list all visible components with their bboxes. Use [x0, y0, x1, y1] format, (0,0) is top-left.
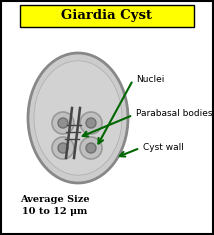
- Circle shape: [86, 143, 96, 153]
- Circle shape: [52, 137, 74, 159]
- Text: Nuclei: Nuclei: [136, 74, 164, 83]
- Text: Parabasal bodies: Parabasal bodies: [136, 110, 213, 118]
- Circle shape: [58, 143, 68, 153]
- Circle shape: [58, 118, 68, 128]
- Ellipse shape: [34, 61, 122, 175]
- Ellipse shape: [28, 53, 128, 183]
- Text: Average Size: Average Size: [20, 196, 90, 204]
- FancyBboxPatch shape: [20, 5, 194, 27]
- Text: Cyst wall: Cyst wall: [143, 144, 184, 153]
- Circle shape: [80, 112, 102, 134]
- Text: 10 to 12 μm: 10 to 12 μm: [22, 208, 88, 216]
- Circle shape: [52, 112, 74, 134]
- Text: Giardia Cyst: Giardia Cyst: [61, 9, 153, 23]
- Circle shape: [86, 118, 96, 128]
- Circle shape: [80, 137, 102, 159]
